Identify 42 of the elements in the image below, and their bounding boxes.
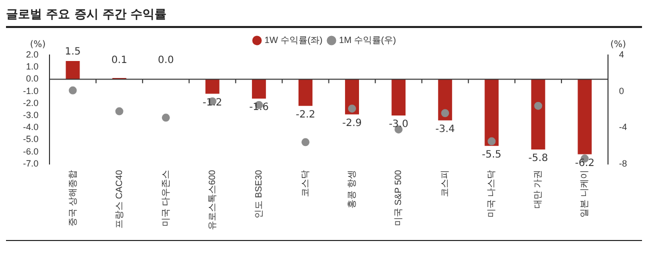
data-label: 0.0 [158,54,174,66]
data-label: -3.4 [435,124,455,135]
y-tick-label: 1.0 [26,62,39,72]
y-tick-label: -3.0 [22,110,39,120]
y2-tick-label: 0 [619,86,624,96]
y-axis-title: (%) [30,40,46,50]
data-label: -5.8 [528,153,548,164]
x-tick-label: 미국 나스닥 [486,170,496,218]
y2-tick-label: 4 [619,49,624,60]
x-tick-label: 대만 가권 [532,170,543,208]
y-tick-label: -7.0 [22,158,39,168]
data-label: 1.5 [64,46,81,58]
x-tick-label: 일본 니케이 [579,170,590,218]
x-tick-label: 중국 상해종합 [67,170,78,226]
data-label: -2.9 [342,118,362,129]
x-tick-label: 프랑스 CAC40 [114,170,124,228]
x-tick-label: 홍콩 항셍 [346,170,357,208]
data-label: -1.6 [249,102,269,114]
x-tick-label: 유로스톡스600 [206,170,217,230]
y-tick-label: -6.0 [22,146,39,156]
data-label: -5.5 [482,149,502,160]
y-tick-label: -2.0 [22,98,39,108]
y-tick-label: 2.0 [26,49,39,60]
x-tick-label: 코스닥 [300,170,310,197]
data-label: -2.2 [296,109,316,120]
y-tick-label: -4.0 [22,122,39,132]
y-tick-label: 0.0 [26,74,39,84]
x-tick-label: 미국 S&P 500 [393,170,404,226]
y2-tick-label: -4 [619,122,628,132]
data-label: -6.2 [574,158,594,169]
data-label: 0.1 [111,54,128,66]
data-label: -3.0 [388,119,408,130]
y-tick-label: -5.0 [22,134,39,144]
x-tick-label: 코스피 [440,170,450,197]
y-tick-label: -1.0 [22,86,39,96]
y2-tick-label: -8 [619,158,628,168]
y2-axis-title: (%) [610,40,626,50]
x-tick-label: 인도 BSE30 [253,170,264,219]
x-tick-label: 미국 다우존스 [160,170,170,226]
legend-label: 1W 수익률(좌) [264,34,323,45]
chart-title: 글로벌 주요 증시 주간 수익률 [6,6,167,23]
legend-label: 1M 수익률(우) [339,34,396,45]
